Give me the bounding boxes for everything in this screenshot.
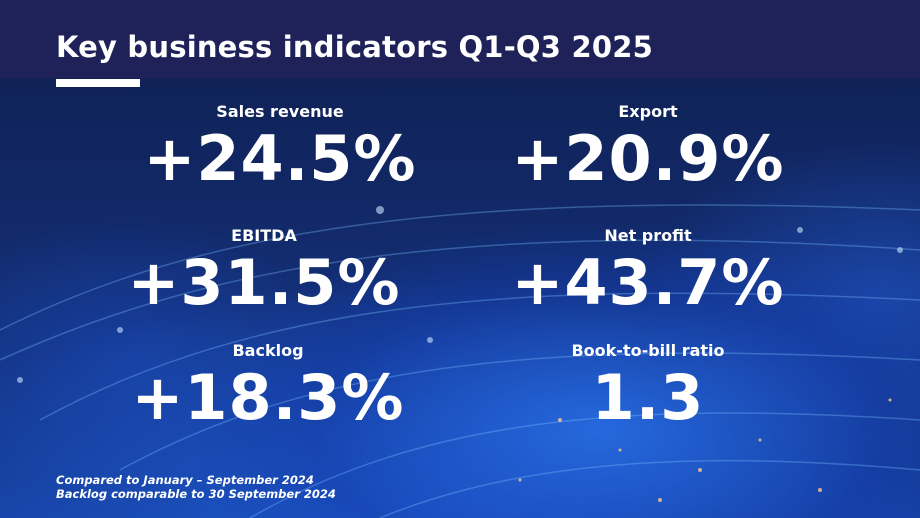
kpi-label: EBITDA	[231, 226, 297, 245]
kpi-export: Export +20.9%	[468, 102, 828, 192]
kpi-value: +24.5%	[143, 122, 417, 195]
kpi-label: Backlog	[232, 341, 304, 360]
kpi-sales-revenue: Sales revenue +24.5%	[100, 102, 460, 192]
kpi-backlog: Backlog +18.3%	[88, 341, 448, 431]
kpi-value: +43.7%	[511, 246, 785, 319]
kpi-net-profit: Net profit +43.7%	[468, 226, 828, 316]
header-band	[0, 0, 920, 78]
kpi-book-to-bill: Book-to-bill ratio 1.3	[468, 341, 828, 431]
page-title: Key business indicators Q1-Q3 2025	[56, 30, 653, 64]
kpi-ebitda: EBITDA +31.5%	[84, 226, 444, 316]
kpi-label: Sales revenue	[216, 102, 344, 121]
kpi-value: +18.3%	[131, 361, 405, 434]
footnote: Backlog comparable to 30 September 2024	[56, 487, 336, 501]
footnote: Compared to January – September 2024	[56, 473, 314, 487]
kpi-label: Book-to-bill ratio	[571, 341, 725, 360]
footnotes: Compared to January – September 2024 Bac…	[56, 473, 336, 501]
kpi-value: +20.9%	[511, 122, 785, 195]
kpi-value: +31.5%	[127, 246, 401, 319]
kpi-value: 1.3	[591, 361, 705, 434]
kpi-label: Net profit	[604, 226, 692, 245]
kpi-label: Export	[618, 102, 678, 121]
title-underline	[56, 79, 140, 87]
